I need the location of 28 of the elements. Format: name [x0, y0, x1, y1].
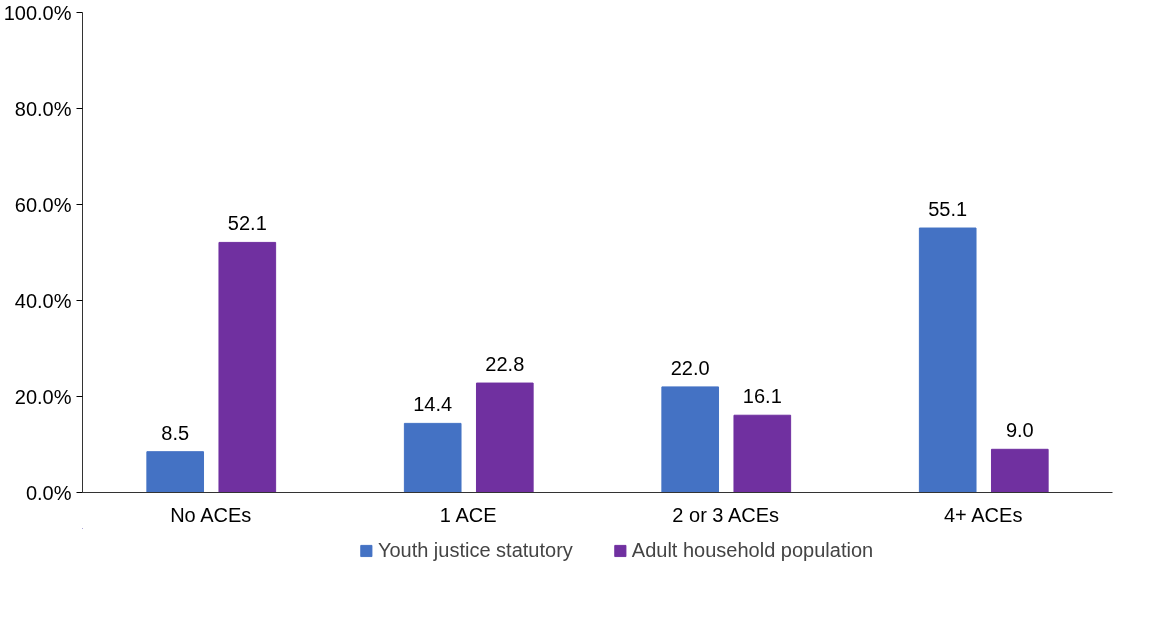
- bar: [918, 227, 977, 493]
- data-label: 52.1: [227, 212, 267, 235]
- bar: [990, 448, 1049, 493]
- data-label: 9.0: [1005, 419, 1034, 442]
- data-label: 16.1: [742, 385, 782, 408]
- bar: [475, 382, 534, 493]
- x-tick-label: 1 ACE: [439, 503, 497, 526]
- x-tick-label: 4+ ACEs: [944, 503, 1023, 526]
- bar: [218, 241, 277, 493]
- x-tick-label: 2 or 3 ACEs: [672, 503, 780, 526]
- y-tick-label: 20.0%: [14, 385, 72, 408]
- data-label: 22.8: [485, 353, 525, 376]
- legend-label: Youth justice statutory: [377, 538, 573, 562]
- data-label: 55.1: [928, 198, 968, 221]
- bar: [146, 451, 205, 493]
- y-tick-label: 80.0%: [14, 97, 72, 120]
- bar: [403, 422, 462, 493]
- y-tick-label: 100.0%: [3, 1, 72, 24]
- bar: [733, 414, 792, 493]
- y-tick-label: 0.0%: [25, 481, 72, 504]
- y-tick-label: 60.0%: [14, 193, 72, 216]
- data-label: 8.5: [161, 421, 190, 444]
- data-label: 22.0: [670, 356, 710, 379]
- y-tick-label: 40.0%: [14, 289, 72, 312]
- data-label: 14.4: [413, 393, 453, 416]
- bar: [661, 386, 720, 493]
- legend-label: Adult household population: [631, 538, 874, 562]
- x-tick-label: No ACEs: [170, 503, 252, 526]
